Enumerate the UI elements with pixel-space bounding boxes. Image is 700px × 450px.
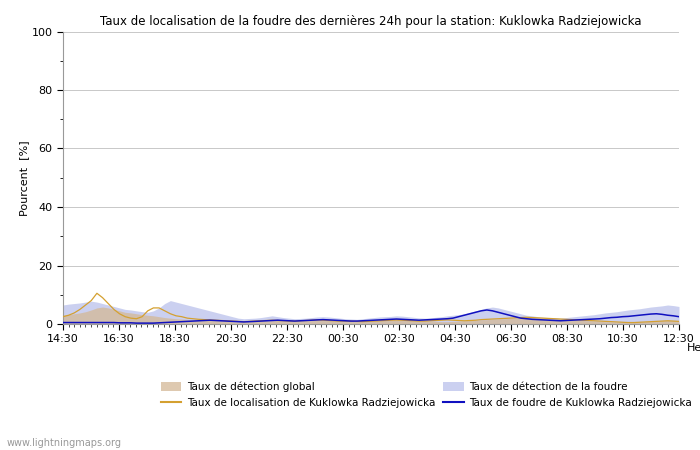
Legend: Taux de détection global, Taux de localisation de Kuklowka Radziejowicka, Taux d: Taux de détection global, Taux de locali… [160,382,692,408]
X-axis label: Heure: Heure [687,343,700,353]
Title: Taux de localisation de la foudre des dernières 24h pour la station: Kuklowka Ra: Taux de localisation de la foudre des de… [100,14,642,27]
Text: www.lightningmaps.org: www.lightningmaps.org [7,438,122,448]
Y-axis label: Pourcent  [%]: Pourcent [%] [19,140,29,216]
